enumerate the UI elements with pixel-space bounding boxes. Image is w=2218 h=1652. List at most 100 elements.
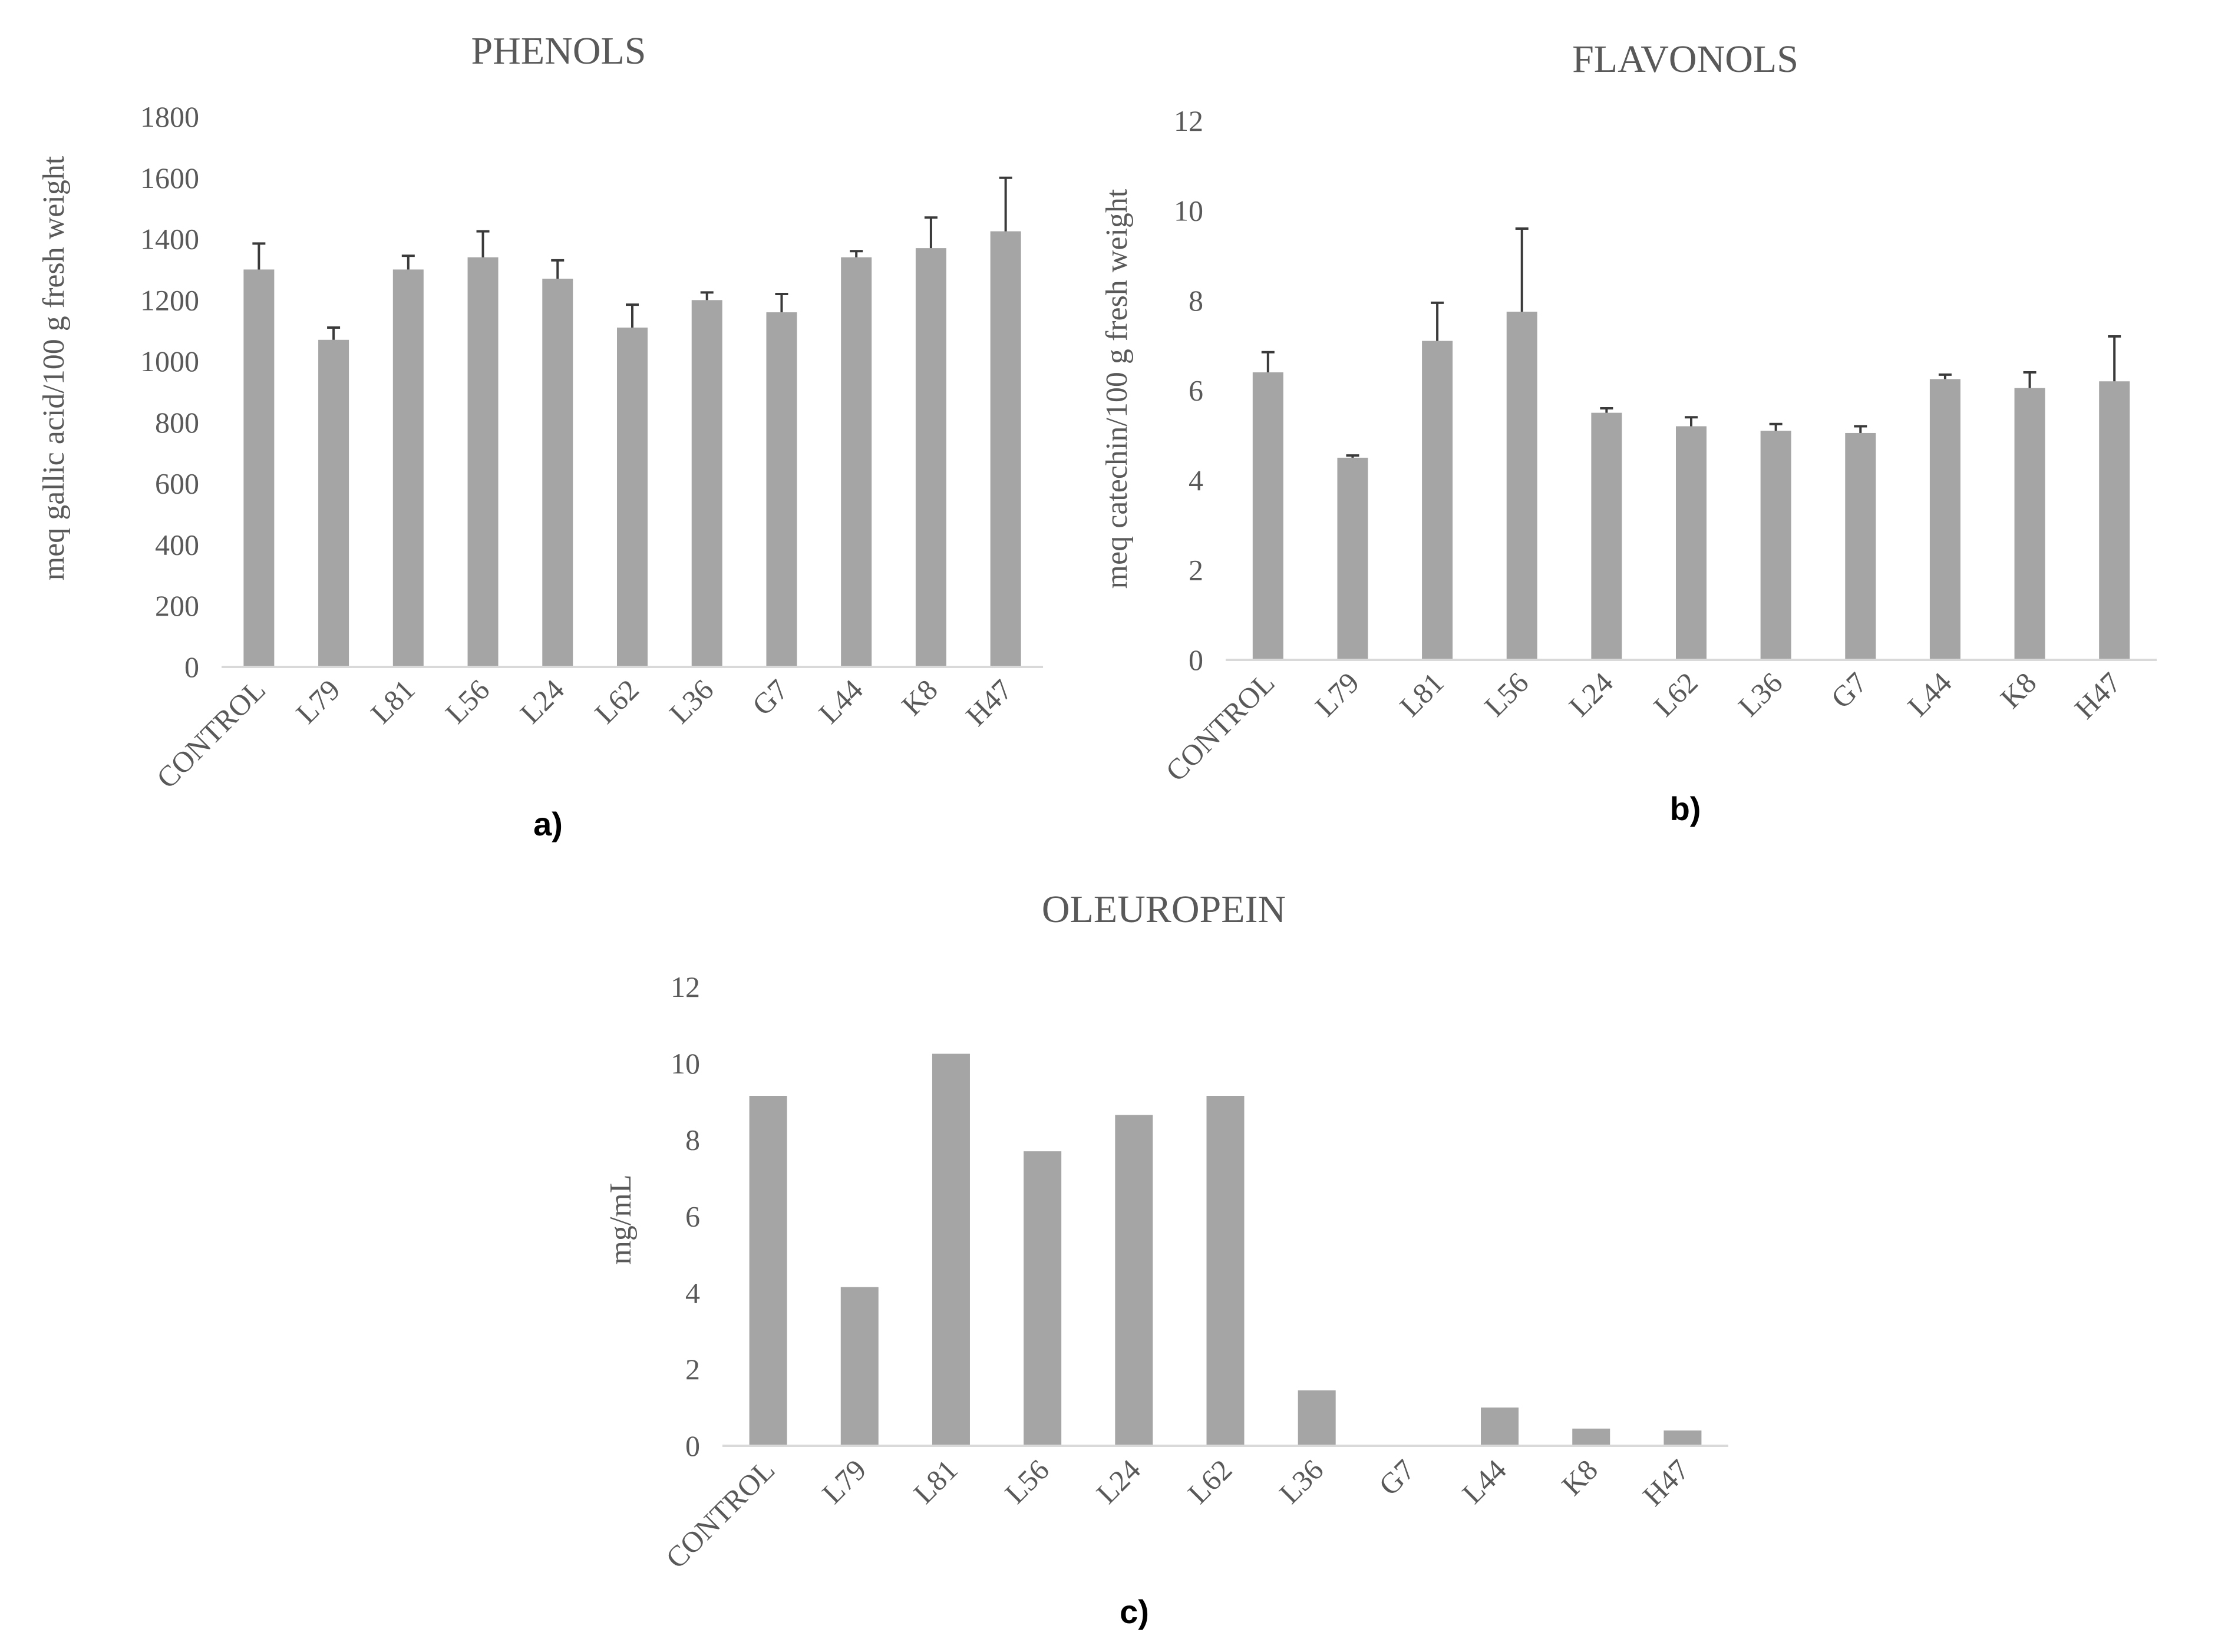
- x-tick-label: L81: [364, 673, 421, 730]
- x-tick-label: K8: [895, 673, 944, 722]
- bar-l56: [467, 257, 499, 667]
- x-tick-label: L81: [907, 1453, 964, 1510]
- bar-h47: [990, 231, 1021, 667]
- x-tick-label: K8: [1994, 666, 2043, 715]
- error-bar-l62: [626, 303, 639, 328]
- x-tick-label: L81: [1393, 666, 1450, 723]
- x-tick-label: L62: [1647, 666, 1704, 723]
- y-tick-label: 0: [685, 1429, 700, 1462]
- error-bar-control: [252, 242, 266, 270]
- error-bar-l81: [1431, 301, 1444, 341]
- error-bar-k8: [2023, 371, 2037, 388]
- bar-l24: [1115, 1115, 1153, 1446]
- error-bar-g7: [775, 292, 788, 313]
- y-axis-label: meq catechin/100 g fresh weight: [1100, 189, 1134, 589]
- bar-l62: [617, 328, 648, 667]
- x-tick-label: CONTROL: [1159, 666, 1281, 788]
- error-bar-l79: [1346, 454, 1359, 458]
- y-tick-label: 200: [155, 589, 199, 622]
- x-tick-label: H47: [2068, 666, 2127, 725]
- x-tick-label: L79: [1309, 666, 1366, 723]
- error-bar-l24: [551, 259, 565, 279]
- chart-title: PHENOLS: [471, 29, 646, 72]
- x-tick-label: L79: [289, 673, 346, 730]
- x-tick-label: L36: [663, 673, 720, 730]
- bar-l62: [1676, 426, 1707, 660]
- chart-title: FLAVONOLS: [1572, 38, 1798, 81]
- x-tick-label: H47: [1636, 1453, 1695, 1512]
- error-bar-l44: [1938, 373, 1952, 379]
- y-tick-label: 800: [155, 406, 199, 439]
- y-tick-label: 12: [671, 970, 700, 1003]
- y-tick-label: 8: [1189, 284, 1203, 317]
- y-tick-label: 10: [671, 1047, 700, 1080]
- y-tick-label: 600: [155, 467, 199, 500]
- x-tick-label: G7: [745, 673, 794, 722]
- x-tick-label: CONTROL: [659, 1453, 781, 1575]
- x-tick-label: L56: [998, 1453, 1055, 1510]
- y-tick-label: 6: [1189, 374, 1203, 407]
- bar-h47: [1664, 1430, 1702, 1446]
- y-tick-label: 1800: [140, 100, 199, 133]
- error-bar-h47: [999, 176, 1012, 232]
- y-tick-label: 400: [155, 528, 199, 561]
- bar-l79: [840, 1287, 879, 1446]
- bar-g7: [766, 312, 797, 667]
- bar-l24: [1591, 412, 1622, 660]
- panel-label: b): [1670, 790, 1701, 827]
- y-tick-label: 0: [1189, 643, 1203, 676]
- error-bar-h47: [2108, 335, 2121, 382]
- error-bar-l56: [1515, 227, 1529, 312]
- error-bar-l36: [700, 291, 714, 300]
- bar-control: [749, 1096, 787, 1446]
- x-tick-label: L44: [1901, 666, 1958, 723]
- bar-l56: [1506, 312, 1537, 660]
- y-tick-label: 1400: [140, 223, 199, 256]
- bar-control: [1252, 372, 1283, 660]
- y-tick-label: 6: [685, 1200, 700, 1233]
- error-bar-g7: [1854, 425, 1867, 433]
- error-bar-l36: [1769, 422, 1783, 431]
- panel-label: a): [533, 805, 563, 842]
- y-tick-label: 10: [1174, 194, 1203, 227]
- x-tick-label: L62: [1181, 1453, 1239, 1510]
- x-tick-label: L24: [1090, 1453, 1147, 1510]
- bar-l79: [318, 339, 349, 667]
- y-tick-label: 1600: [140, 161, 199, 194]
- x-tick-label: L36: [1732, 666, 1789, 723]
- phenols-chart: PHENOLS meq gallic acid/100 g fresh weig…: [37, 29, 1043, 842]
- bar-l62: [1206, 1096, 1245, 1446]
- y-tick-label: 4: [1189, 464, 1203, 497]
- panel-label: c): [1120, 1593, 1149, 1630]
- flavonols-chart: FLAVONOLS meq catechin/100 g fresh weigh…: [1100, 38, 2157, 827]
- y-tick-label: 2: [685, 1353, 700, 1386]
- bar-h47: [2099, 381, 2130, 660]
- x-tick-label: G7: [1824, 666, 1873, 715]
- error-bar-l24: [1600, 407, 1613, 413]
- error-bar-l56: [476, 230, 490, 257]
- bar-l36: [1298, 1390, 1336, 1446]
- bar-control: [243, 269, 275, 667]
- bar-l81: [1422, 341, 1453, 660]
- bar-l36: [691, 300, 722, 667]
- x-tick-label: G7: [1372, 1453, 1421, 1502]
- y-axis-label: meq gallic acid/100 g fresh weight: [37, 156, 71, 580]
- x-tick-label: CONTROL: [150, 673, 272, 795]
- x-tick-label: L24: [513, 673, 570, 730]
- bar-l79: [1337, 457, 1368, 660]
- bar-l36: [1760, 431, 1791, 660]
- error-bar-l44: [850, 250, 863, 257]
- y-tick-label: 12: [1174, 104, 1203, 137]
- x-tick-label: L44: [1455, 1453, 1513, 1510]
- error-bar-k8: [924, 216, 938, 249]
- y-tick-label: 2: [1189, 554, 1203, 587]
- bar-l44: [1929, 379, 1960, 660]
- bar-k8: [915, 248, 946, 668]
- y-tick-label: 1000: [140, 345, 199, 378]
- bar-l81: [932, 1053, 970, 1446]
- x-tick-label: H47: [959, 673, 1018, 732]
- x-tick-label: L56: [439, 673, 496, 730]
- y-axis-label: mg/mL: [604, 1174, 638, 1264]
- bar-k8: [1572, 1428, 1610, 1446]
- x-tick-label: L44: [812, 673, 869, 730]
